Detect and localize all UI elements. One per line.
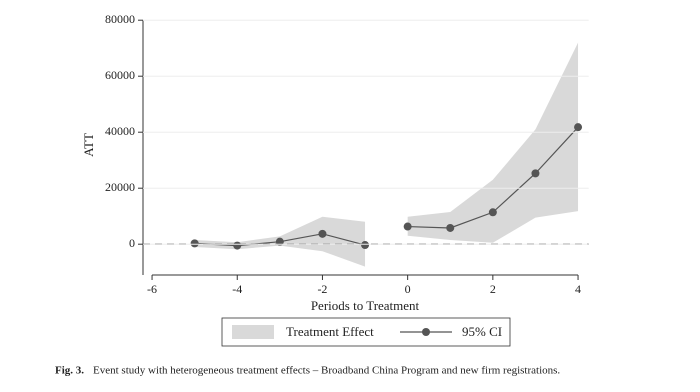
legend-label: Treatment Effect bbox=[286, 324, 374, 339]
legend-label: 95% CI bbox=[462, 324, 502, 339]
y-tick-label: 60000 bbox=[105, 68, 135, 82]
effect-point bbox=[190, 239, 199, 248]
x-tick-label: -6 bbox=[147, 282, 157, 296]
effect-point bbox=[403, 222, 412, 231]
x-tick-label: 0 bbox=[405, 282, 411, 296]
effect-point bbox=[574, 123, 583, 132]
y-axis-label: ATT bbox=[81, 133, 96, 157]
caption-label: Fig. 3. bbox=[55, 365, 84, 377]
legend-swatch bbox=[232, 325, 274, 339]
x-tick-label: 2 bbox=[490, 282, 496, 296]
ci-band bbox=[407, 42, 579, 243]
effect-point bbox=[446, 223, 455, 232]
effect-point bbox=[233, 241, 242, 250]
x-tick-label: -4 bbox=[232, 282, 242, 296]
legend-marker bbox=[422, 328, 430, 336]
x-tick-label: 4 bbox=[575, 282, 581, 296]
x-tick-label: -2 bbox=[317, 282, 327, 296]
x-axis-label: Periods to Treatment bbox=[311, 298, 420, 313]
effect-point bbox=[275, 237, 284, 246]
effect-point bbox=[488, 208, 497, 217]
y-tick-label: 20000 bbox=[105, 180, 135, 194]
effect-point bbox=[318, 229, 327, 238]
y-tick-label: 40000 bbox=[105, 124, 135, 138]
effect-point bbox=[531, 169, 540, 178]
y-tick-label: 80000 bbox=[105, 12, 135, 26]
y-tick-label: 0 bbox=[129, 236, 135, 250]
legend-box bbox=[221, 317, 511, 347]
caption-text: Event study with heterogeneous treatment… bbox=[93, 365, 560, 377]
effect-point bbox=[361, 241, 370, 250]
